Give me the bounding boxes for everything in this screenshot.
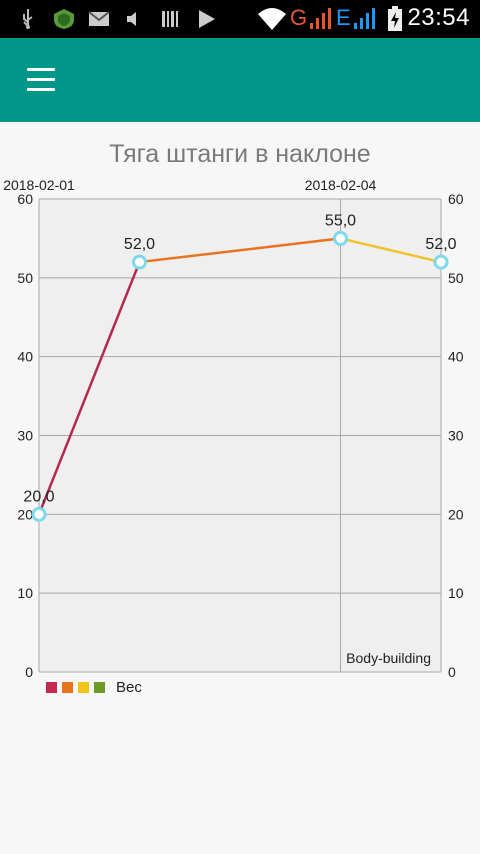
shield-app-icon	[54, 9, 74, 29]
y-tick-label-right: 10	[448, 585, 464, 601]
clock: 23:54	[407, 4, 470, 31]
app-bar	[0, 38, 480, 122]
content-area: Тяга штанги в наклоне 0 0 10 10 20 20 30 30 40 40…	[0, 122, 480, 854]
data-label: 20,0	[23, 488, 54, 505]
data-point	[333, 230, 348, 246]
battery-charging-icon	[388, 6, 402, 31]
series-segment	[37, 261, 141, 515]
status-bar: G E 23:54	[0, 0, 480, 38]
chart-annotation: Body-building	[346, 650, 431, 666]
usb-icon	[23, 9, 33, 29]
legend-swatch	[94, 681, 105, 693]
signal-icon	[310, 8, 331, 29]
y-tick-label-left: 30	[17, 428, 33, 444]
legend-label: Вес	[116, 678, 142, 696]
series-segment	[139, 237, 341, 264]
y-tick-label-right: 50	[448, 270, 464, 286]
wifi-icon	[258, 8, 286, 30]
signal-icon-2	[354, 8, 375, 29]
hamburger-menu-icon[interactable]	[20, 62, 64, 98]
x-tick-label: 2018-02-04	[305, 177, 377, 193]
data-point	[31, 506, 47, 522]
data-label: 52,0	[124, 236, 155, 253]
y-tick-label-left: 0	[25, 664, 33, 680]
volume-icon	[127, 12, 136, 26]
legend-swatch	[78, 681, 89, 693]
network-type-e: E	[336, 5, 351, 30]
x-tick-label: 2018-02-01	[3, 177, 75, 193]
network-type-g: G	[290, 5, 308, 30]
y-tick-label-right: 20	[448, 506, 464, 522]
data-point	[132, 254, 147, 270]
barcode-icon	[162, 11, 178, 27]
chart-legend: Вес	[46, 678, 142, 696]
y-tick-label-right: 40	[448, 349, 464, 365]
y-tick-label-left: 20	[17, 506, 33, 522]
legend-swatch	[46, 681, 57, 693]
play-store-icon	[199, 10, 215, 28]
y-tick-label-right: 30	[448, 428, 464, 444]
y-tick-label-left: 10	[17, 585, 33, 601]
y-tick-label-left: 60	[17, 191, 33, 207]
series-segment	[340, 237, 442, 264]
legend-swatch	[62, 681, 73, 693]
y-tick-label-right: 0	[448, 664, 456, 680]
data-point	[433, 254, 449, 270]
data-label: 55,0	[325, 212, 356, 229]
y-tick-label-left: 50	[17, 270, 33, 286]
chart-title: Тяга штанги в наклоне	[109, 140, 371, 168]
y-tick-label-left: 40	[17, 349, 33, 365]
mail-icon	[88, 11, 110, 26]
data-label: 52,0	[425, 236, 456, 253]
y-tick-label-right: 60	[448, 191, 464, 207]
